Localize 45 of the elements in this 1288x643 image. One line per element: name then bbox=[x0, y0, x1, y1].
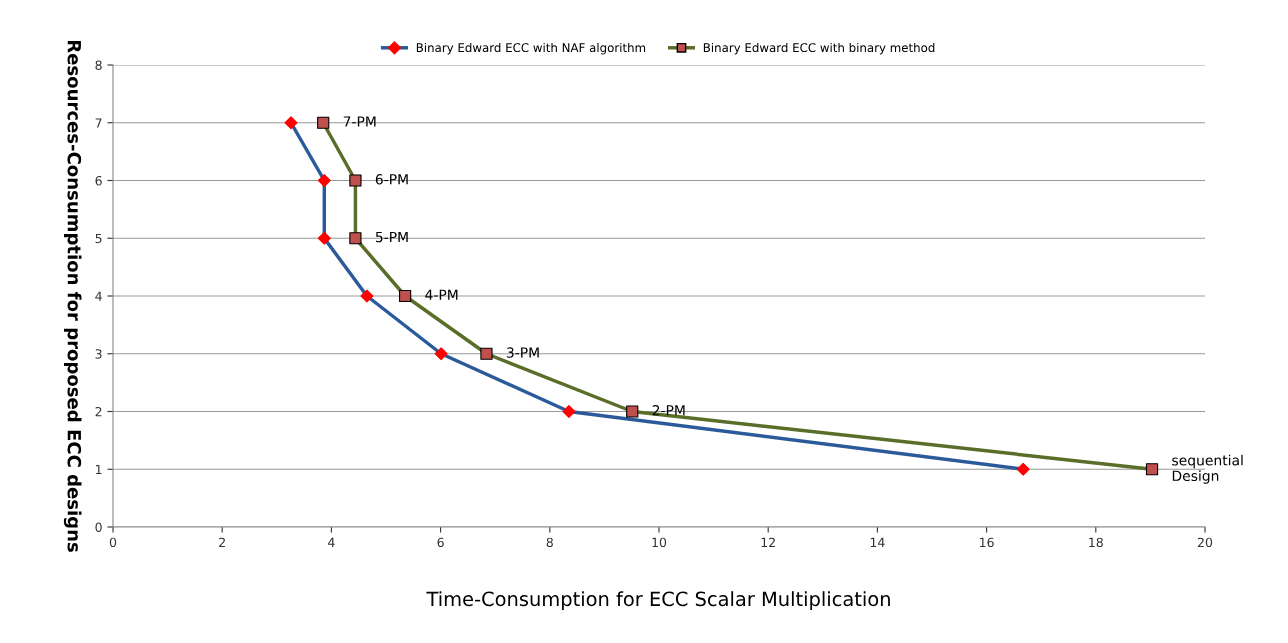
y-tick-label: 5 bbox=[95, 233, 102, 244]
point bbox=[1145, 463, 1159, 476]
y-tick-label: 8 bbox=[95, 60, 102, 70]
point bbox=[317, 116, 330, 129]
x-tick-label: 14 bbox=[870, 537, 885, 547]
annotation: 3-PM bbox=[506, 347, 539, 358]
point bbox=[284, 116, 298, 130]
x-tick-label: 16 bbox=[980, 537, 994, 548]
point bbox=[562, 405, 576, 418]
x-tick-label: 12 bbox=[761, 537, 775, 547]
x-tick-label: 4 bbox=[328, 537, 335, 547]
x-tick-label: 6 bbox=[437, 537, 444, 548]
annotation: 5-PM bbox=[375, 231, 408, 243]
point bbox=[317, 174, 331, 187]
point bbox=[360, 289, 374, 303]
point bbox=[398, 289, 412, 303]
annotation: 2-PM bbox=[652, 405, 685, 416]
legend-label: Binary Edward ECC with NAF algorithm bbox=[416, 42, 646, 55]
y-tick-label: 4 bbox=[95, 291, 102, 301]
point bbox=[434, 347, 448, 361]
x-tick-label: 20 bbox=[1197, 537, 1213, 548]
point bbox=[1016, 462, 1030, 476]
y-axis-title: Resources-Consumption for proposed ECC designs bbox=[63, 40, 82, 552]
x-tick-label: 8 bbox=[546, 537, 553, 548]
point bbox=[626, 405, 639, 418]
x-axis-title: Time-Consumption for ECC Scalar Multiplication bbox=[426, 591, 890, 610]
point bbox=[349, 232, 362, 245]
y-tick-label: 2 bbox=[95, 406, 102, 417]
y-tick-label: 3 bbox=[95, 349, 102, 359]
annotation: 6-PM bbox=[375, 174, 408, 185]
annotation: 7-PM bbox=[343, 116, 376, 127]
y-tick-label: 0 bbox=[95, 522, 102, 532]
x-tick-label: 10 bbox=[652, 537, 667, 548]
point bbox=[480, 347, 493, 360]
annotation: 4-PM bbox=[425, 289, 458, 300]
y-tick-label: 1 bbox=[96, 464, 102, 474]
x-tick-label: 18 bbox=[1089, 537, 1103, 548]
y-tick-label: 7 bbox=[95, 118, 102, 128]
point bbox=[317, 231, 331, 245]
legend-label: Binary Edward ECC with binary method bbox=[703, 42, 935, 55]
x-tick-label: 2 bbox=[219, 537, 225, 547]
annotation: sequential Design bbox=[1172, 454, 1243, 484]
x-tick-label: 0 bbox=[109, 537, 117, 548]
point bbox=[349, 174, 362, 187]
y-tick-label: 6 bbox=[95, 175, 102, 186]
